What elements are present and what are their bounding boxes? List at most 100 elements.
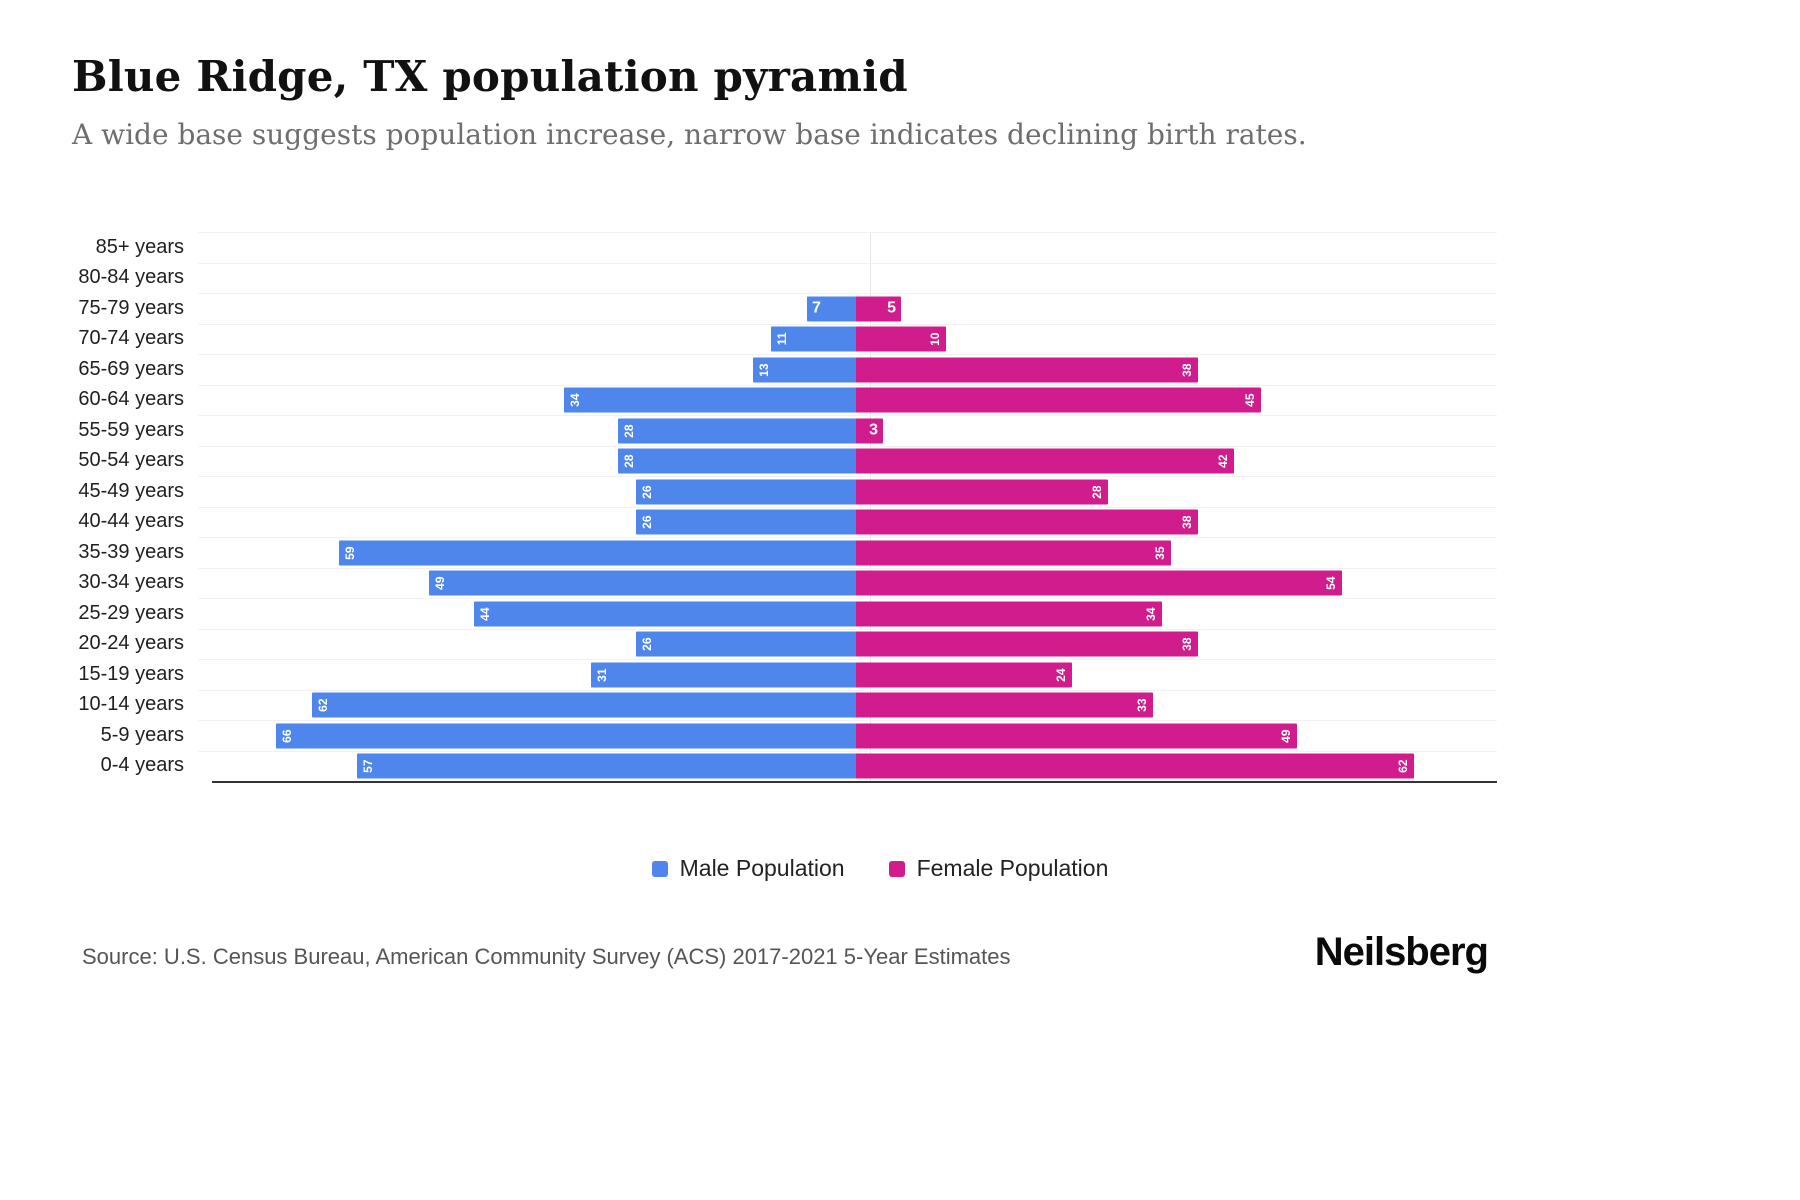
female-bar: 33 <box>856 692 1153 718</box>
female-bar: 24 <box>856 662 1072 688</box>
female-bar: 3 <box>856 418 883 444</box>
pyramid-row: 40-44 years 26 38 <box>0 506 1497 538</box>
male-bar: 49 <box>429 570 870 596</box>
page-subtitle: A wide base suggests population increase… <box>72 118 1307 151</box>
bar-value-label: 5 <box>887 299 896 317</box>
age-group-label: 50-54 years <box>78 449 184 472</box>
legend-label-male: Male Population <box>679 855 845 881</box>
bar-value-label: 7 <box>812 299 821 317</box>
male-bar: 11 <box>771 326 870 352</box>
brand-logo: Neilsberg <box>1314 930 1489 974</box>
x-axis-line <box>212 781 1497 783</box>
age-group-label: 55-59 years <box>78 418 184 441</box>
age-group-label: 10-14 years <box>78 693 184 716</box>
male-bar: 62 <box>312 692 870 718</box>
male-bar: 26 <box>636 479 870 505</box>
row-plot: 62 33 <box>198 689 1497 721</box>
row-plot: 66 49 <box>198 720 1497 751</box>
row-plot <box>198 232 1497 263</box>
female-bar: 34 <box>856 601 1162 627</box>
pyramid-row: 15-19 years 31 24 <box>0 659 1497 690</box>
bar-value-label: 28 <box>1090 485 1104 499</box>
bar-value-label: 45 <box>1243 393 1257 407</box>
age-group-label: 35-39 years <box>78 540 184 563</box>
pyramid-chart: 85+ years 80-84 years 75-79 years 7 5 70-74 y… <box>0 232 1497 783</box>
bar-value-label: 38 <box>1180 637 1194 651</box>
female-bar: 35 <box>856 540 1171 566</box>
male-bar: 28 <box>618 448 870 474</box>
bar-value-label: 59 <box>343 546 357 560</box>
pyramid-row: 20-24 years 26 38 <box>0 628 1497 660</box>
age-group-label: 80-84 years <box>78 266 184 289</box>
row-plot <box>198 262 1497 294</box>
bar-value-label: 38 <box>1180 515 1194 529</box>
bar-value-label: 62 <box>316 698 330 712</box>
legend-item-female[interactable]: Female Population <box>888 855 1108 882</box>
row-plot: 28 42 <box>198 445 1497 477</box>
age-group-label: 25-29 years <box>78 601 184 624</box>
bar-value-label: 10 <box>928 332 942 346</box>
row-plot: 49 54 <box>198 567 1497 599</box>
male-bar: 13 <box>753 357 870 383</box>
bar-value-label: 3 <box>869 421 878 439</box>
bar-value-label: 54 <box>1324 576 1338 590</box>
female-bar: 45 <box>856 387 1261 413</box>
male-bar: 57 <box>357 753 870 779</box>
pyramid-row: 10-14 years 62 33 <box>0 689 1497 721</box>
bar-value-label: 49 <box>1279 729 1293 743</box>
age-group-label: 70-74 years <box>78 327 184 350</box>
row-plot: 59 35 <box>198 537 1497 568</box>
age-group-label: 0-4 years <box>100 754 184 777</box>
pyramid-row: 75-79 years 7 5 <box>0 293 1497 324</box>
female-bar: 62 <box>856 753 1414 779</box>
row-plot: 11 10 <box>198 323 1497 355</box>
pyramid-row: 45-49 years 26 28 <box>0 476 1497 507</box>
pyramid-row: 5-9 years 66 49 <box>0 720 1497 751</box>
pyramid-row: 65-69 years 13 38 <box>0 354 1497 385</box>
age-group-label: 85+ years <box>95 235 184 258</box>
bar-value-label: 57 <box>361 759 375 773</box>
female-bar: 38 <box>856 357 1198 383</box>
bar-value-label: 38 <box>1180 363 1194 377</box>
age-group-label: 65-69 years <box>78 357 184 380</box>
bar-value-label: 44 <box>478 607 492 621</box>
male-bar: 34 <box>564 387 870 413</box>
row-plot: 57 62 <box>198 750 1497 782</box>
pyramid-row: 0-4 years 57 62 <box>0 750 1497 782</box>
bar-value-label: 66 <box>280 729 294 743</box>
chart-legend: Male Population Female Population <box>0 855 1760 882</box>
row-plot: 44 34 <box>198 598 1497 629</box>
bar-value-label: 28 <box>622 454 636 468</box>
pyramid-row: 60-64 years 34 45 <box>0 384 1497 416</box>
female-bar: 38 <box>856 631 1198 657</box>
row-plot: 26 38 <box>198 628 1497 660</box>
male-bar: 66 <box>276 723 870 749</box>
age-group-label: 75-79 years <box>78 296 184 319</box>
male-bar: 26 <box>636 631 870 657</box>
pyramid-row: 85+ years <box>0 232 1497 263</box>
bar-value-label: 42 <box>1216 454 1230 468</box>
row-plot: 31 24 <box>198 659 1497 690</box>
pyramid-row: 80-84 years <box>0 262 1497 294</box>
male-bar: 28 <box>618 418 870 444</box>
legend-item-male[interactable]: Male Population <box>651 855 845 882</box>
row-plot: 26 28 <box>198 476 1497 507</box>
pyramid-row: 70-74 years 11 10 <box>0 323 1497 355</box>
male-bar: 31 <box>591 662 870 688</box>
bar-value-label: 26 <box>640 485 654 499</box>
age-group-label: 5-9 years <box>100 723 184 746</box>
row-plot: 26 38 <box>198 506 1497 538</box>
bar-value-label: 34 <box>1144 607 1158 621</box>
bar-value-label: 26 <box>640 637 654 651</box>
pyramid-row: 30-34 years 49 54 <box>0 567 1497 599</box>
bar-value-label: 28 <box>622 424 636 438</box>
male-bar: 26 <box>636 509 870 535</box>
female-bar: 38 <box>856 509 1198 535</box>
female-bar: 5 <box>856 296 901 322</box>
male-bar: 59 <box>339 540 870 566</box>
male-bar: 44 <box>474 601 870 627</box>
chart-rows: 85+ years 80-84 years 75-79 years 7 5 70-74 y… <box>0 232 1497 781</box>
row-plot: 28 3 <box>198 415 1497 446</box>
row-plot: 13 38 <box>198 354 1497 385</box>
